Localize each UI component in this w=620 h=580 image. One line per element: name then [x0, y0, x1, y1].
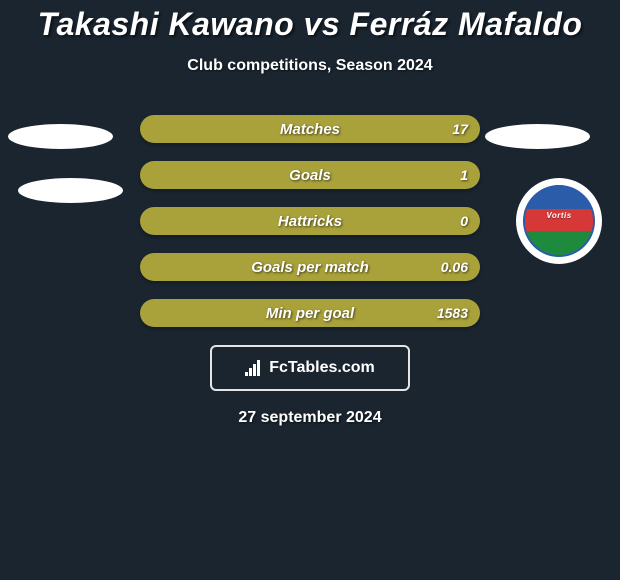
stat-value-right: 1583 — [437, 305, 468, 321]
stat-label: Goals — [289, 167, 331, 184]
stat-label: Min per goal — [266, 305, 354, 322]
stat-value-right: 17 — [452, 121, 468, 137]
stat-value-right: 0 — [460, 213, 468, 229]
stat-bar: Hattricks 0 — [140, 207, 480, 235]
stat-value-right: 1 — [460, 167, 468, 183]
stat-bar: Matches 17 — [140, 115, 480, 143]
brand-box: FcTables.com — [210, 345, 410, 391]
stat-label: Goals per match — [251, 259, 369, 276]
subtitle: Club competitions, Season 2024 — [0, 57, 620, 75]
comparison-infographic: Takashi Kawano vs Ferráz Mafaldo Club co… — [0, 0, 620, 580]
stat-bar: Goals per match 0.06 — [140, 253, 480, 281]
stat-value-right: 0.06 — [441, 259, 468, 275]
date: 27 september 2024 — [0, 409, 620, 427]
stat-row-min-per-goal: Min per goal 1583 — [0, 299, 620, 327]
stat-bar: Min per goal 1583 — [140, 299, 480, 327]
brand-text: FcTables.com — [269, 359, 375, 377]
stat-bar: Goals 1 — [140, 161, 480, 189]
chart-icon — [245, 360, 265, 376]
stats-area: Matches 17 Goals 1 Hattricks 0 Goals per… — [0, 115, 620, 327]
stat-row-goals: Goals 1 — [0, 161, 620, 189]
stat-label: Matches — [280, 121, 340, 138]
stat-row-goals-per-match: Goals per match 0.06 — [0, 253, 620, 281]
stat-row-hattricks: Hattricks 0 — [0, 207, 620, 235]
stat-label: Hattricks — [278, 213, 342, 230]
page-title: Takashi Kawano vs Ferráz Mafaldo — [0, 0, 620, 43]
stat-row-matches: Matches 17 — [0, 115, 620, 143]
